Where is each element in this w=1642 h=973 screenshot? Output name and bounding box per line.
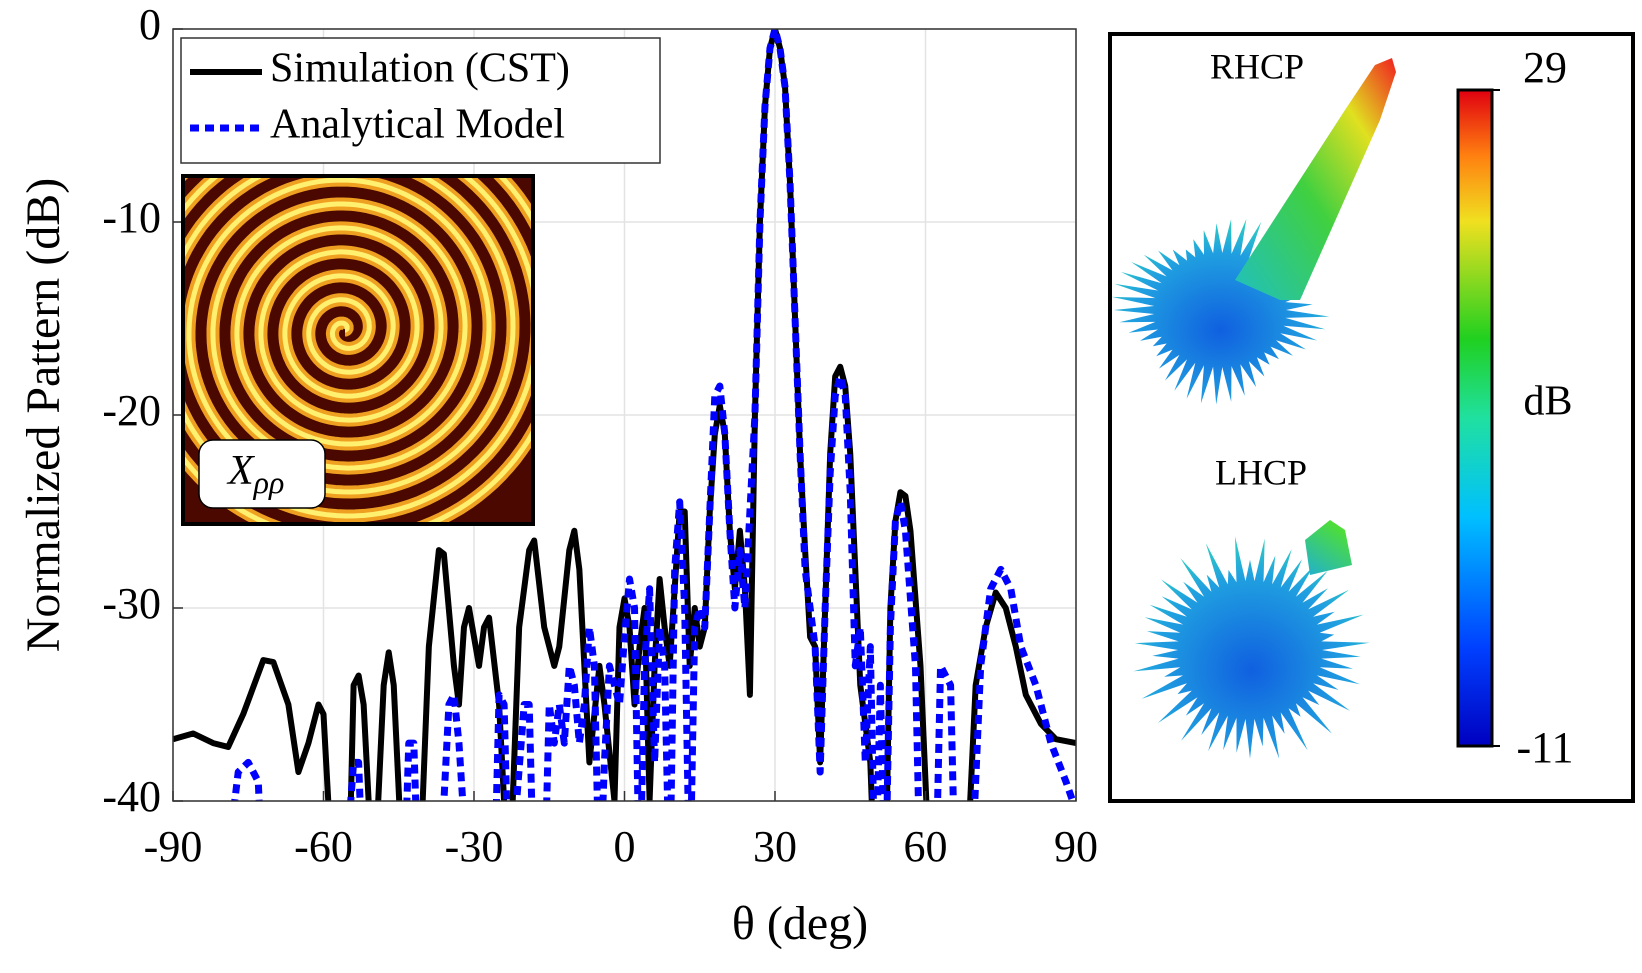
inset-label: Xρρ <box>226 448 284 501</box>
y-tick-label: -10 <box>102 193 161 242</box>
colorbar <box>1456 88 1494 748</box>
colorbar-label: dB <box>1523 379 1572 425</box>
inset-frame <box>181 174 535 526</box>
y-tick-label: -30 <box>102 579 161 628</box>
y-tick-label: -40 <box>102 772 161 821</box>
x-tick-label: -60 <box>294 822 353 871</box>
inset-symbol: X <box>226 448 256 494</box>
pattern-panel: RHCP LHCP dB -11 29 <box>1108 32 1635 803</box>
lhcp-label: LHCP <box>1215 452 1307 492</box>
colorbar-tick-label: -11 <box>1516 723 1573 772</box>
3d-patterns <box>1111 58 1396 759</box>
x-tick-label: 60 <box>904 822 948 871</box>
x-tick-label: 30 <box>753 822 797 871</box>
spiral-core <box>183 176 533 524</box>
rhcp-main-lobe <box>1235 58 1396 300</box>
legend-label: Analytical Model <box>270 102 565 148</box>
series-line <box>231 29 1076 801</box>
x-tick-label: 90 <box>1054 822 1098 871</box>
legend-box <box>180 37 661 164</box>
colorbar-tick-label: 29 <box>1523 43 1567 92</box>
y-axis-label: Normalized Pattern (dB) <box>17 178 70 653</box>
y-tick-label: 0 <box>139 0 161 49</box>
inset-label-box <box>198 439 326 509</box>
plot-lines <box>173 29 1076 801</box>
lhcp-main-lobe <box>1305 520 1352 575</box>
rhcp-label: RHCP <box>1210 46 1304 86</box>
y-tick-label: -20 <box>102 386 161 435</box>
inset: Xρρ <box>181 174 535 526</box>
x-tick-label: -90 <box>144 822 203 871</box>
x-tick-label: -30 <box>445 822 504 871</box>
spiral-image <box>183 176 533 524</box>
legend-label: Simulation (CST) <box>270 46 570 92</box>
lhcp-side-lobes <box>1133 536 1370 759</box>
x-tick-label: 0 <box>614 822 636 871</box>
ticks: -90 -60 -30 0 30 60 90 -40 -30 -20 -10 0 <box>102 0 1098 871</box>
legend: Simulation (CST) Analytical Model <box>180 37 661 164</box>
inset-subscript: ρρ <box>253 464 285 500</box>
x-axis-label: θ (deg) <box>732 897 868 950</box>
series-line <box>173 29 1076 801</box>
